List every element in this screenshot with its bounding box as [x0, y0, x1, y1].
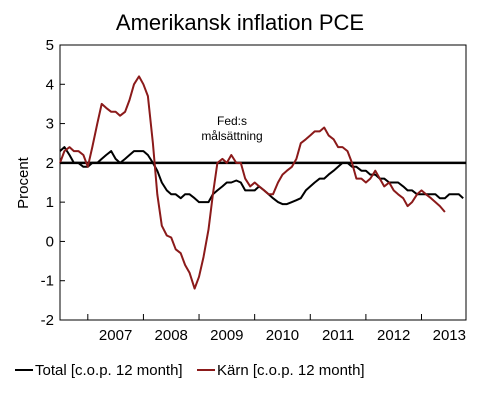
- legend: Total [c.o.p. 12 month] Kärn [c.o.p. 12 m…: [15, 362, 365, 379]
- x-tick-label: 2012: [377, 327, 410, 344]
- y-tick-label: -1: [41, 273, 54, 290]
- x-tick-label: 2013: [433, 327, 466, 344]
- y-tick-label: 5: [46, 37, 54, 54]
- y-tick-label: 4: [46, 76, 54, 93]
- x-tick-label: 2010: [266, 327, 299, 344]
- x-tick-label: 2011: [322, 327, 354, 344]
- reference-label-line2: målsättning: [201, 129, 262, 143]
- series-group: [59, 75, 464, 290]
- legend-label: Kärn [c.o.p. 12 month]: [217, 362, 365, 379]
- plot-frame: [59, 44, 467, 321]
- series-line-karn: [59, 75, 446, 290]
- reference-label-line1: Fed:s: [217, 114, 247, 128]
- chart-title: Amerikansk inflation PCE: [116, 10, 364, 35]
- legend-label: Total [c.o.p. 12 month]: [35, 362, 183, 379]
- y-axis-label: Procent: [15, 156, 32, 209]
- x-tick-label: 2007: [99, 327, 132, 344]
- y-tick-label: 2: [46, 155, 54, 172]
- y-tick-label: 0: [46, 233, 54, 250]
- series-line-total: [59, 146, 464, 206]
- y-tick-label: -2: [41, 312, 54, 329]
- y-ticks: 5 4 3 2 1 0 -1 -2: [41, 37, 65, 329]
- y-tick-label: 3: [46, 116, 54, 133]
- y-tick-label: 1: [46, 194, 54, 211]
- x-tick-label: 2008: [155, 327, 188, 344]
- x-tick-label: 2009: [210, 327, 243, 344]
- x-ticks: 2007 2008 2009 2010 2011 2012 2013: [87, 314, 466, 344]
